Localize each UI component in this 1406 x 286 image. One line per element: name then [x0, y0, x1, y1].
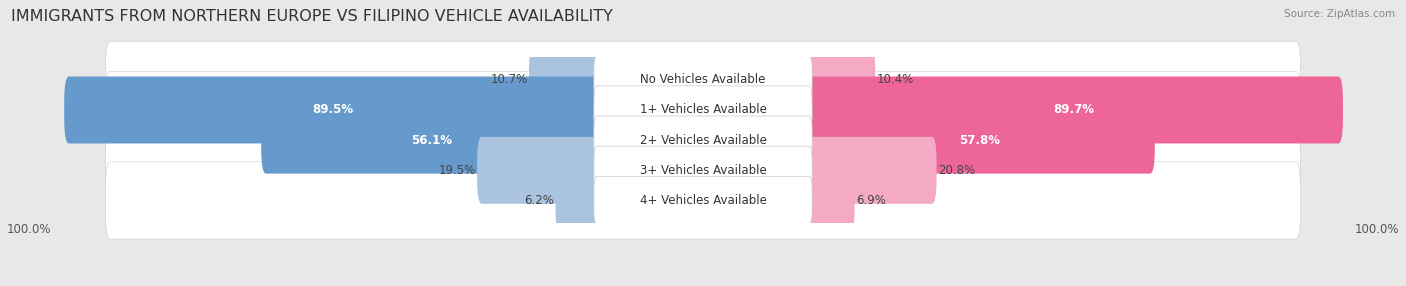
- FancyBboxPatch shape: [65, 76, 602, 144]
- Text: IMMIGRANTS FROM NORTHERN EUROPE VS FILIPINO VEHICLE AVAILABILITY: IMMIGRANTS FROM NORTHERN EUROPE VS FILIP…: [11, 9, 613, 23]
- Text: 57.8%: 57.8%: [959, 134, 1000, 147]
- Text: 89.5%: 89.5%: [312, 104, 353, 116]
- Text: Source: ZipAtlas.com: Source: ZipAtlas.com: [1284, 9, 1395, 19]
- Text: 6.9%: 6.9%: [856, 194, 886, 207]
- FancyBboxPatch shape: [593, 86, 813, 134]
- Text: 6.2%: 6.2%: [524, 194, 554, 207]
- Text: 4+ Vehicles Available: 4+ Vehicles Available: [640, 194, 766, 207]
- FancyBboxPatch shape: [105, 162, 1301, 239]
- FancyBboxPatch shape: [105, 41, 1301, 118]
- Text: 56.1%: 56.1%: [411, 134, 451, 147]
- FancyBboxPatch shape: [262, 107, 602, 174]
- Text: 100.0%: 100.0%: [7, 223, 52, 236]
- Text: 10.4%: 10.4%: [876, 73, 914, 86]
- Text: 19.5%: 19.5%: [439, 164, 475, 177]
- FancyBboxPatch shape: [804, 107, 1154, 174]
- FancyBboxPatch shape: [477, 137, 602, 204]
- FancyBboxPatch shape: [593, 176, 813, 225]
- FancyBboxPatch shape: [105, 132, 1301, 209]
- FancyBboxPatch shape: [804, 76, 1343, 144]
- Text: No Vehicles Available: No Vehicles Available: [640, 73, 766, 86]
- FancyBboxPatch shape: [529, 46, 602, 113]
- FancyBboxPatch shape: [593, 146, 813, 194]
- Text: 1+ Vehicles Available: 1+ Vehicles Available: [640, 104, 766, 116]
- Text: 20.8%: 20.8%: [938, 164, 974, 177]
- Text: 100.0%: 100.0%: [1354, 223, 1399, 236]
- Text: 2+ Vehicles Available: 2+ Vehicles Available: [640, 134, 766, 147]
- Text: 3+ Vehicles Available: 3+ Vehicles Available: [640, 164, 766, 177]
- FancyBboxPatch shape: [804, 137, 936, 204]
- Text: 10.7%: 10.7%: [491, 73, 527, 86]
- FancyBboxPatch shape: [555, 167, 602, 234]
- FancyBboxPatch shape: [105, 102, 1301, 179]
- FancyBboxPatch shape: [804, 46, 875, 113]
- Text: 89.7%: 89.7%: [1053, 104, 1094, 116]
- FancyBboxPatch shape: [804, 167, 855, 234]
- FancyBboxPatch shape: [593, 56, 813, 104]
- FancyBboxPatch shape: [105, 72, 1301, 149]
- FancyBboxPatch shape: [593, 116, 813, 164]
